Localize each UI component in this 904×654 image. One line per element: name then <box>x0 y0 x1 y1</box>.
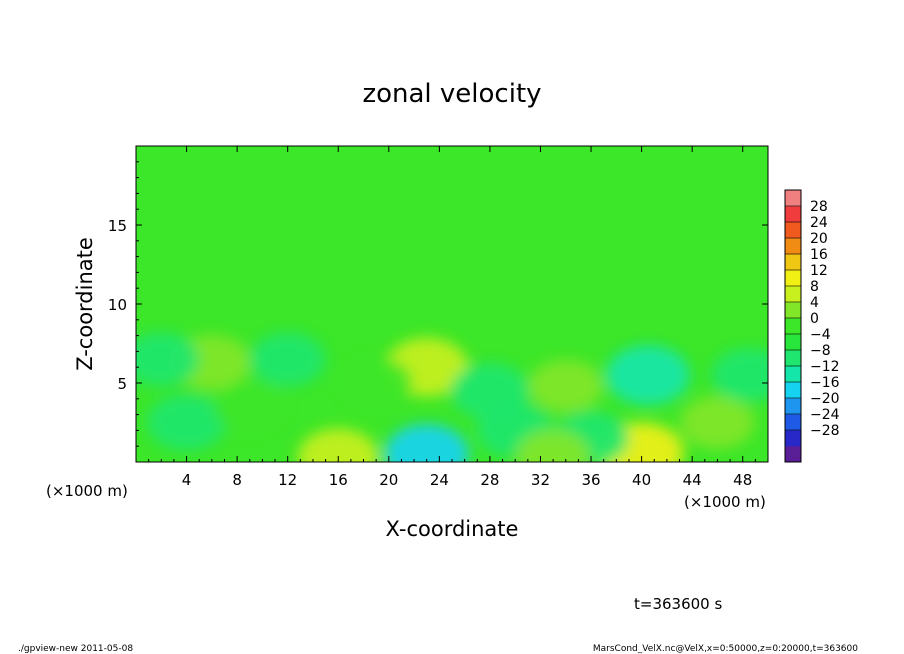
heatmap-feature-1 <box>384 424 469 462</box>
x-tick-label: 4 <box>182 471 192 489</box>
heatmap-feature-15 <box>136 332 200 387</box>
colorbar-label: −28 <box>810 423 840 439</box>
colorbar-swatch <box>785 446 801 463</box>
colorbar-label: 8 <box>810 279 819 295</box>
x-tick-label: 44 <box>683 471 702 489</box>
colorbar-swatch <box>785 206 801 223</box>
colorbar-swatch <box>785 334 801 351</box>
colorbar-label: 28 <box>810 199 828 215</box>
heatmap-feature-8 <box>528 359 603 413</box>
colorbar-swatch <box>785 414 801 431</box>
x-tick-label: 8 <box>232 471 242 489</box>
colorbar-label: −8 <box>810 343 831 359</box>
colorbar-swatch <box>785 350 801 367</box>
colorbar-swatch <box>785 382 801 399</box>
x-tick-label: 20 <box>379 471 398 489</box>
plot-area <box>135 145 769 463</box>
x-tick-label: 32 <box>531 471 550 489</box>
x-axis-label: X-coordinate <box>386 517 519 541</box>
y-axis: 5 10 15 <box>108 161 768 447</box>
heatmap-feature-9 <box>147 394 227 451</box>
colorbar-label: 4 <box>810 295 819 311</box>
colorbar-swatch <box>785 254 801 271</box>
x-tick-label: 40 <box>632 471 651 489</box>
heatmap-feature-14 <box>711 348 768 403</box>
footer-left: ./gpview-new 2011-05-08 <box>18 644 133 654</box>
colorbar-label: 16 <box>810 247 828 263</box>
colorbar-frame <box>784 189 802 463</box>
x-tick-label: 16 <box>329 471 348 489</box>
time-label: t=363600 s <box>634 595 722 613</box>
y-tick-label: 5 <box>117 375 127 393</box>
colorbar-swatch <box>785 302 801 319</box>
x-unit-left: (×1000 m) <box>46 482 128 500</box>
x-axis: 4 8 12 16 20 24 28 32 36 40 44 48 <box>148 146 756 489</box>
footer-right: MarsCond_VelX.nc@VelX,x=0:50000,z=0:2000… <box>593 644 858 654</box>
x-tick-label: 12 <box>278 471 297 489</box>
x-tick-label: 28 <box>480 471 499 489</box>
colorbar-label: 20 <box>810 231 828 247</box>
colorbar-label: −12 <box>810 359 840 375</box>
heatmap-feature-6 <box>605 345 690 406</box>
chart-title: zonal velocity <box>362 79 541 109</box>
colorbar-swatch <box>785 222 801 239</box>
colorbar-label: −20 <box>810 391 840 407</box>
heatmap-feature-3 <box>297 428 379 462</box>
heatmap-feature-17 <box>213 380 287 433</box>
heatmap-feature-18 <box>515 429 591 462</box>
colorbar-label: −16 <box>810 375 840 391</box>
colorbar-label: −24 <box>810 407 840 423</box>
y-tick-label: 10 <box>108 296 127 314</box>
x-tick-label: 36 <box>581 471 600 489</box>
y-tick-label: 15 <box>108 217 127 235</box>
colorbar-swatch <box>785 190 801 207</box>
colorbar-swatch <box>785 318 801 335</box>
colorbar-swatch <box>785 398 801 415</box>
colorbar-swatch <box>785 366 801 383</box>
colorbar-swatch <box>785 286 801 303</box>
colorbar-label: −4 <box>810 327 831 343</box>
heatmap-feature-13 <box>680 396 755 449</box>
x-tick-label: 24 <box>430 471 449 489</box>
colorbar-label: 0 <box>810 311 819 327</box>
heatmap-features <box>136 332 768 462</box>
x-tick-label: 48 <box>733 471 752 489</box>
heatmap-feature-12 <box>339 357 413 409</box>
colorbar-swatch <box>785 430 801 447</box>
y-axis-label: Z-coordinate <box>73 237 97 371</box>
colorbar-swatch <box>785 270 801 287</box>
heatmap-feature-10 <box>249 332 326 387</box>
colorbar-label: 12 <box>810 263 828 279</box>
colorbar-swatch <box>785 238 801 255</box>
x-unit-right: (×1000 m) <box>684 493 766 511</box>
colorbar-label: 24 <box>810 215 828 231</box>
